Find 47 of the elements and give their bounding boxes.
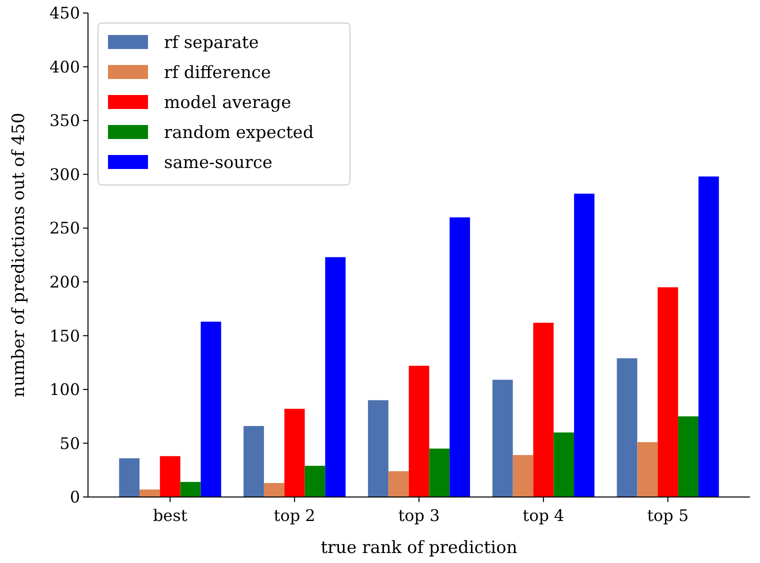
legend-label: rf separate xyxy=(164,32,259,53)
y-tick-label: 0 xyxy=(70,488,80,507)
bar xyxy=(264,483,284,497)
bar xyxy=(637,442,658,497)
x-tick-label: top 5 xyxy=(647,506,689,525)
bar xyxy=(429,448,450,497)
y-tick-label: 150 xyxy=(49,326,80,346)
bar xyxy=(160,456,180,497)
bar xyxy=(450,217,470,497)
bar xyxy=(180,482,201,497)
bar xyxy=(325,257,346,497)
bar xyxy=(698,176,719,497)
bar xyxy=(368,400,388,497)
x-tick-label: best xyxy=(152,506,188,525)
bar xyxy=(284,408,305,497)
bar xyxy=(408,366,430,497)
bar xyxy=(119,458,140,497)
y-tick-label: 300 xyxy=(49,164,80,184)
bar xyxy=(533,322,554,497)
bar xyxy=(200,322,222,497)
y-axis-title: number of predictions out of 450 xyxy=(9,112,29,398)
bar xyxy=(574,194,594,497)
x-axis-title: true rank of prediction xyxy=(320,538,518,558)
y-tick-label: 50 xyxy=(60,434,80,453)
legend-label: same-source xyxy=(164,152,272,173)
y-tick-label: 400 xyxy=(49,57,80,76)
bar xyxy=(244,426,264,497)
legend-label: rf difference xyxy=(164,62,271,83)
bar xyxy=(304,466,326,497)
bar xyxy=(492,380,513,497)
bar xyxy=(678,416,698,497)
y-tick-label: 250 xyxy=(49,218,80,238)
bar xyxy=(554,432,574,497)
x-tick-label: top 3 xyxy=(398,506,440,525)
y-tick-label: 100 xyxy=(49,380,80,400)
x-tick-label: top 2 xyxy=(274,506,316,525)
bar xyxy=(512,455,534,497)
bar xyxy=(388,471,409,497)
legend-label: random expected xyxy=(164,122,314,143)
x-tick-label: top 4 xyxy=(522,506,564,525)
bar xyxy=(658,287,678,497)
bar xyxy=(616,358,638,497)
bar xyxy=(140,489,160,497)
y-tick-label: 350 xyxy=(49,111,80,130)
y-tick-label: 200 xyxy=(49,272,80,292)
y-tick-label: 450 xyxy=(49,4,80,23)
legend-label: model average xyxy=(164,92,292,113)
